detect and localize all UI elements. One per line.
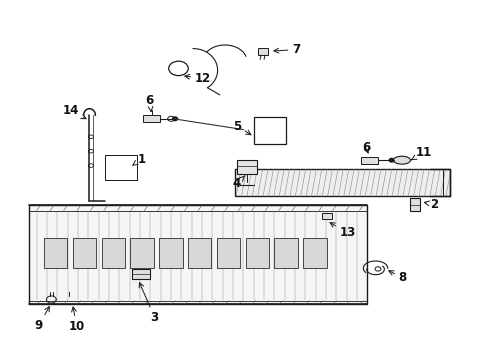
Polygon shape [245, 238, 268, 268]
Polygon shape [409, 198, 419, 211]
Polygon shape [360, 157, 378, 164]
Text: 12: 12 [184, 72, 210, 85]
Polygon shape [132, 269, 150, 279]
Text: 6: 6 [145, 94, 154, 112]
Text: 6: 6 [361, 141, 369, 154]
Polygon shape [159, 238, 183, 268]
Text: 5: 5 [232, 120, 250, 135]
Polygon shape [29, 205, 366, 304]
Ellipse shape [392, 156, 409, 164]
Circle shape [172, 117, 177, 121]
Text: 10: 10 [68, 307, 84, 333]
Polygon shape [321, 213, 331, 219]
Polygon shape [73, 238, 96, 268]
Text: 8: 8 [388, 271, 406, 284]
Circle shape [388, 158, 393, 162]
Text: 9: 9 [35, 307, 49, 332]
Polygon shape [142, 115, 160, 122]
Polygon shape [258, 48, 267, 55]
Polygon shape [234, 169, 449, 196]
Polygon shape [216, 238, 240, 268]
Polygon shape [187, 238, 211, 268]
Text: 7: 7 [273, 43, 300, 56]
Text: 11: 11 [410, 146, 431, 160]
Polygon shape [44, 238, 67, 268]
Text: 13: 13 [329, 223, 355, 239]
Text: 3: 3 [139, 283, 159, 324]
Text: 14: 14 [63, 104, 86, 119]
Text: 2: 2 [424, 198, 438, 211]
Polygon shape [102, 238, 125, 268]
Polygon shape [237, 160, 256, 174]
Polygon shape [303, 238, 326, 268]
Polygon shape [130, 238, 154, 268]
Text: 4: 4 [232, 176, 244, 190]
Text: 1: 1 [133, 153, 145, 166]
Polygon shape [274, 238, 297, 268]
